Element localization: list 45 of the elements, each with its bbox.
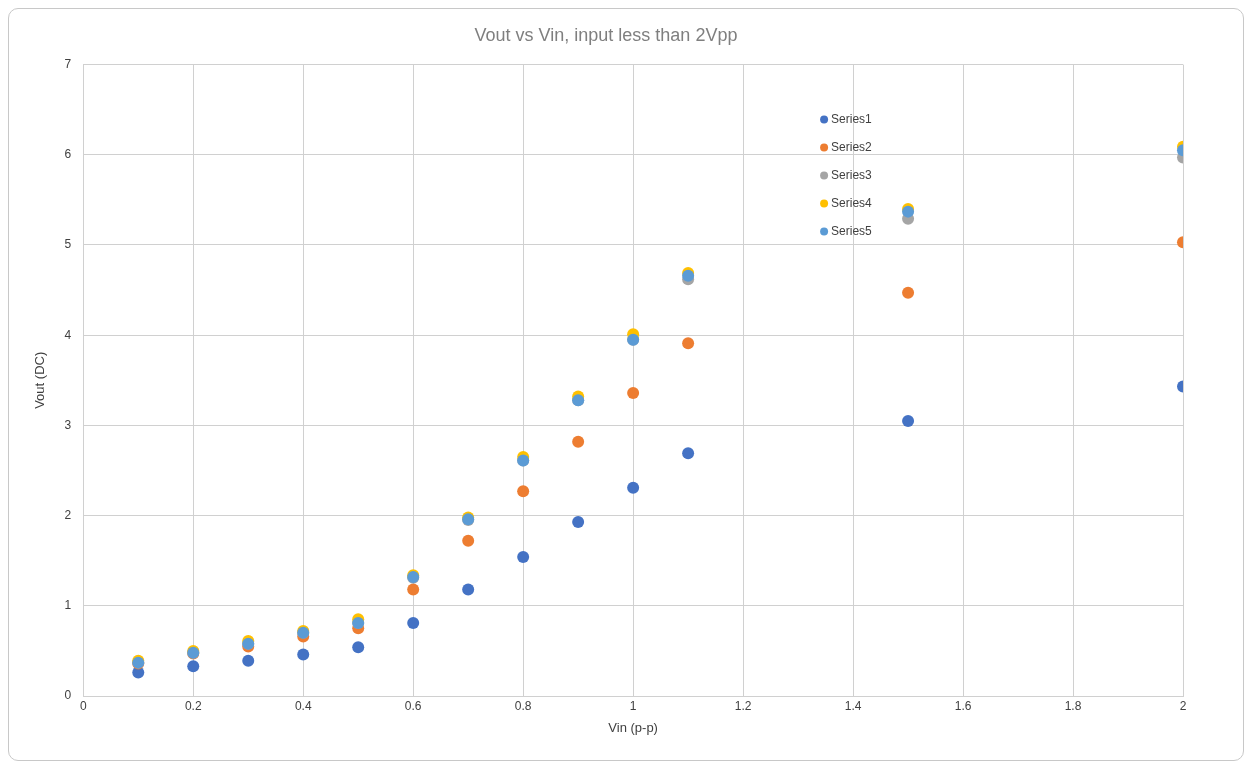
point bbox=[407, 583, 420, 596]
y-tick-label: 7 bbox=[64, 56, 72, 71]
x-tick-label: 0.6 bbox=[404, 698, 422, 713]
x-tick-label: 2 bbox=[1179, 698, 1187, 713]
point bbox=[517, 551, 530, 564]
point bbox=[682, 337, 695, 350]
y-tick-label: 2 bbox=[64, 507, 72, 522]
y-tick-label: 5 bbox=[64, 237, 72, 252]
point bbox=[352, 641, 365, 654]
point bbox=[572, 435, 585, 448]
legend-label: Series3 bbox=[831, 167, 873, 182]
point bbox=[517, 485, 530, 498]
x-tick-label: 1.6 bbox=[954, 698, 972, 713]
y-tick-label: 3 bbox=[64, 417, 72, 432]
point bbox=[682, 447, 695, 460]
x-tick-label: 1.2 bbox=[734, 698, 752, 713]
point bbox=[462, 534, 475, 547]
point bbox=[297, 648, 310, 661]
y-tick-label: 4 bbox=[64, 327, 72, 342]
point bbox=[407, 616, 420, 629]
point bbox=[627, 481, 640, 494]
legend-label: Series5 bbox=[831, 223, 873, 238]
point bbox=[242, 654, 255, 667]
chart-title: Vout vs Vin, input less than 2Vpp bbox=[474, 24, 738, 45]
point bbox=[572, 515, 585, 528]
point bbox=[902, 286, 915, 299]
x-tick-label: 1.4 bbox=[844, 698, 862, 713]
y-axis-title: Vout (DC) bbox=[32, 351, 48, 409]
legend-label: Series1 bbox=[831, 111, 873, 126]
x-tick-label: 0.8 bbox=[514, 698, 532, 713]
point bbox=[902, 414, 915, 427]
x-tick-label: 1 bbox=[629, 698, 637, 713]
legend-label: Series4 bbox=[831, 195, 873, 210]
y-tick-label: 1 bbox=[64, 598, 72, 613]
x-axis-title: Vin (p-p) bbox=[608, 719, 658, 735]
x-tick-label: 0.2 bbox=[184, 698, 202, 713]
y-tick-label: 6 bbox=[64, 147, 72, 162]
point bbox=[187, 660, 200, 673]
point bbox=[627, 386, 640, 399]
x-tick-label: 0.4 bbox=[294, 698, 312, 713]
point bbox=[462, 583, 475, 596]
x-tick-label: 0 bbox=[79, 698, 87, 713]
y-tick-label: 0 bbox=[64, 688, 72, 703]
legend-label: Series2 bbox=[831, 139, 873, 154]
x-tick-label: 1.8 bbox=[1064, 698, 1082, 713]
